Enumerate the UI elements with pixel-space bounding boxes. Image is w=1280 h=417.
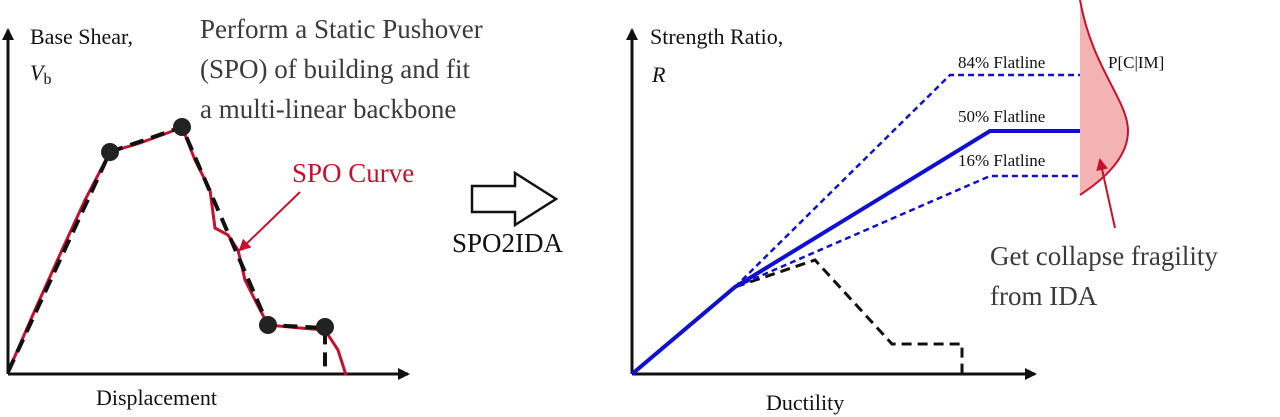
transition-label: SPO2IDA <box>452 228 564 258</box>
backbone-point <box>316 318 334 336</box>
right-chart: Strength Ratio, R Ductility 84% Flatline… <box>626 0 1218 415</box>
distribution-label: P[C|IM] <box>1108 53 1164 72</box>
backbone-point <box>173 118 191 136</box>
flatline-50 <box>630 129 1080 376</box>
fragility-line-2: from IDA <box>990 281 1098 311</box>
spo-curve-label: SPO Curve <box>292 158 414 188</box>
description-line-1: Perform a Static Pushover <box>200 14 483 44</box>
flatline-label-50: 50% Flatline <box>958 107 1045 126</box>
flatline-16 <box>734 174 1080 289</box>
left-x-axis-label: Displacement <box>96 385 217 410</box>
right-y-axis-symbol: R <box>651 62 666 87</box>
fragility-line-1: Get collapse fragility <box>990 241 1218 271</box>
right-y-axis-label: Strength Ratio, <box>650 24 783 49</box>
fragility-pointer <box>1096 158 1116 229</box>
backbone-point <box>101 143 119 161</box>
left-y-axis-symbol: Vb <box>30 60 51 88</box>
right-x-axis-label: Ductility <box>766 390 844 415</box>
right-backbone <box>734 258 964 374</box>
left-chart: Base Shear, Vb Displacement Perform a St… <box>1 14 483 410</box>
spo-curve-pointer <box>238 191 301 252</box>
transition-arrow-group: SPO2IDA <box>452 170 564 258</box>
description-line-3: a multi-linear backbone <box>200 94 456 124</box>
description-line-2: (SPO) of building and fit <box>200 54 470 84</box>
backbone-fit <box>6 124 327 374</box>
collapse-distribution-outline <box>1079 0 1130 196</box>
left-y-axis-label: Base Shear, <box>30 24 133 49</box>
backbone-point <box>259 316 277 334</box>
flatline-label-84: 84% Flatline <box>958 53 1045 72</box>
flatline-84 <box>734 73 1080 288</box>
flatline-label-16: 16% Flatline <box>958 151 1045 170</box>
transition-arrow-icon <box>470 170 559 228</box>
collapse-distribution <box>1080 0 1128 195</box>
